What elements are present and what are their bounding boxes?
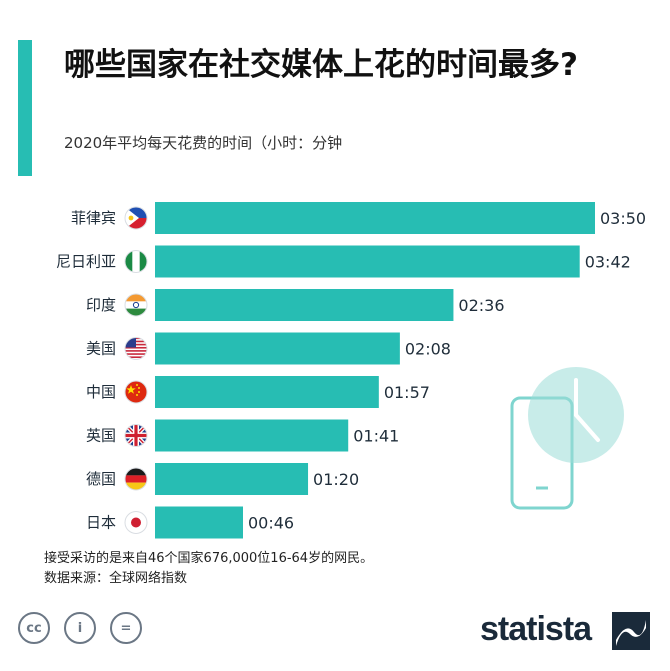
footnote: 接受采访的是来自46个国家676,000位16-64岁的网民。 数据来源：全球网…: [44, 549, 373, 589]
bar: [155, 376, 379, 408]
category-label: 美国: [86, 340, 116, 358]
brand-name: statista: [480, 610, 592, 648]
germany-flag-icon: [124, 467, 148, 491]
phone-clock-illustration: [510, 367, 624, 510]
japan-flag-icon: [124, 511, 148, 534]
uk-flag-icon: [124, 424, 148, 447]
category-label: 中国: [86, 383, 116, 401]
bar: [155, 506, 243, 539]
attribution-icon: i: [64, 612, 96, 644]
chart-subtitle: 2020年平均每天花费的时间（小时：分钟: [64, 134, 343, 152]
value-label: 03:42: [585, 253, 631, 272]
usa-flag-icon: [124, 337, 148, 360]
source-note: 数据来源：全球网络指数: [44, 571, 188, 586]
value-label: 00:46: [248, 514, 294, 533]
category-label: 印度: [86, 296, 116, 314]
category-label: 英国: [86, 427, 116, 445]
no-derivatives-icon: =: [110, 612, 142, 644]
bar: [155, 289, 454, 321]
value-label: 03:50: [600, 209, 646, 228]
bar: [155, 245, 580, 278]
value-label: 02:08: [405, 340, 451, 359]
statista-mark-icon: [612, 612, 650, 650]
bar: [155, 332, 400, 365]
bar: [155, 202, 595, 234]
category-label: 菲律宾: [71, 209, 116, 227]
accent-bar: [18, 40, 32, 176]
nigeria-flag-icon: [124, 250, 148, 273]
china-flag-icon: [124, 380, 148, 404]
bar: [155, 419, 349, 452]
value-label: 01:57: [384, 383, 430, 402]
philippines-flag-icon: [124, 206, 148, 230]
category-label: 德国: [86, 470, 116, 488]
value-label: 01:41: [353, 427, 399, 446]
chart-title: 哪些国家在社交媒体上花的时间最多?: [64, 47, 578, 83]
value-label: 02:36: [458, 296, 504, 315]
value-label: 01:20: [313, 470, 359, 489]
bar-chart: 菲律宾 03:50 尼日利亚 03:42 印度 02:36 美国 02:08 中国 01:57 英国…: [56, 202, 646, 539]
cc-icon: cc: [18, 612, 50, 644]
bar: [155, 463, 309, 495]
category-label: 日本: [86, 514, 116, 532]
india-flag-icon: [124, 293, 148, 317]
survey-note: 接受采访的是来自46个国家676,000位16-64岁的网民。: [44, 551, 374, 566]
clock-hand-hour: [574, 413, 600, 442]
category-label: 尼日利亚: [56, 253, 116, 271]
